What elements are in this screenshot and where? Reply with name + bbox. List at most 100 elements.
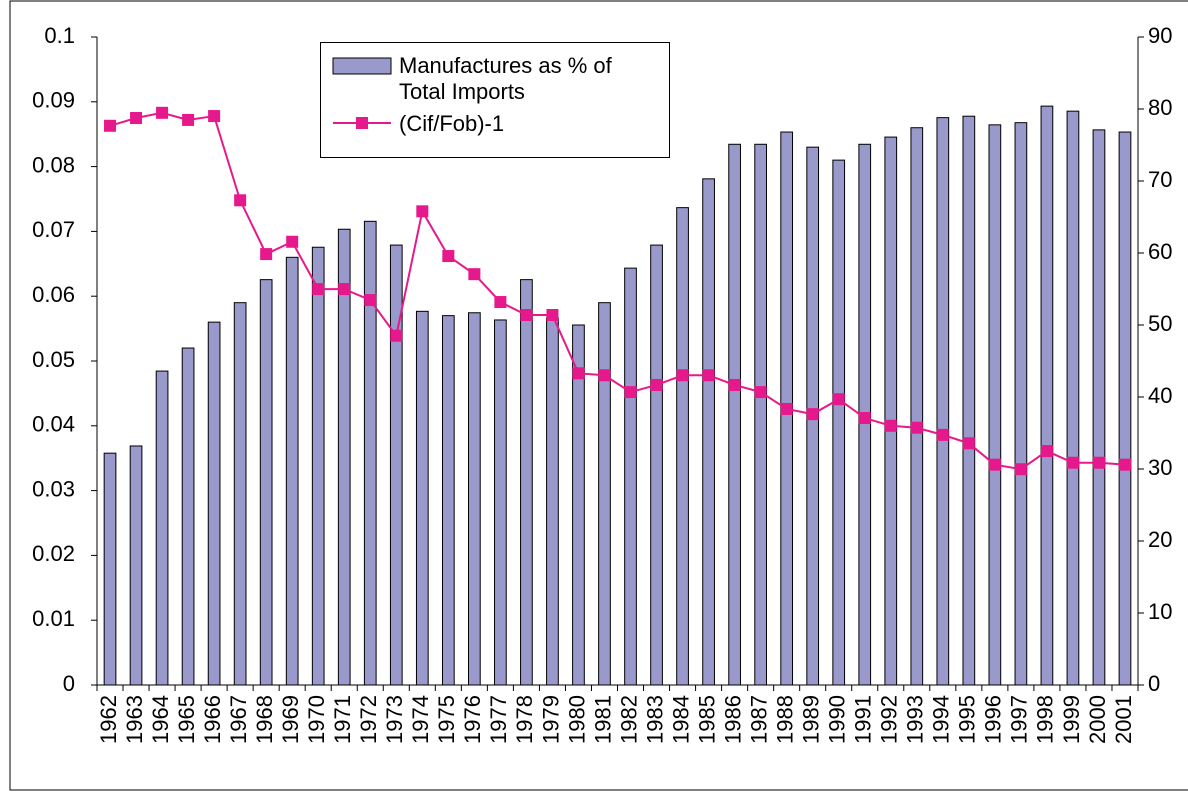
- bar: [598, 302, 611, 686]
- marker: [676, 369, 689, 382]
- bar: [363, 220, 377, 686]
- bar: [650, 244, 663, 686]
- marker: [286, 235, 299, 248]
- marker: [260, 248, 273, 261]
- x-tick-label: 1988: [772, 695, 797, 744]
- bar: [233, 302, 247, 686]
- y-tick-label: 0.08: [32, 152, 75, 177]
- x-tick-label: 2000: [1085, 695, 1110, 744]
- bar: [1014, 122, 1028, 686]
- marker: [104, 119, 117, 132]
- x-tick-label: 1979: [538, 695, 563, 744]
- marker: [234, 194, 247, 207]
- x-tick-label: 1997: [1007, 695, 1032, 744]
- x-tick-label: 1977: [486, 695, 511, 744]
- marker: [936, 428, 949, 441]
- bar: [520, 279, 533, 686]
- x-tick-label: 1999: [1059, 695, 1084, 744]
- marker: [962, 437, 975, 450]
- y2-tick-label: 70: [1148, 167, 1172, 192]
- marker: [1066, 456, 1079, 469]
- marker: [312, 283, 325, 296]
- bar: [624, 267, 637, 686]
- x-tick-label: 2001: [1111, 695, 1136, 744]
- y2-tick-label: 10: [1148, 599, 1172, 624]
- bar: [1118, 131, 1132, 686]
- bar: [207, 321, 221, 686]
- bar: [546, 317, 559, 686]
- bar: [103, 452, 117, 686]
- y2-tick-label: 0: [1148, 671, 1160, 696]
- x-tick-label: 1992: [877, 695, 902, 744]
- x-tick-label: 1998: [1033, 695, 1058, 744]
- marker: [364, 294, 377, 307]
- bar: [181, 347, 195, 686]
- y2-tick-label: 30: [1148, 455, 1172, 480]
- marker: [416, 205, 429, 218]
- legend-item: Manufactures as % of Total Imports: [331, 53, 659, 105]
- y-tick-label: 0.04: [32, 412, 75, 437]
- bar: [962, 115, 976, 686]
- marker: [1040, 445, 1053, 458]
- x-tick-label: 1985: [694, 695, 719, 744]
- marker: [130, 112, 143, 124]
- bar: [389, 244, 403, 686]
- bar: [754, 143, 767, 686]
- x-tick-label: 1973: [382, 695, 407, 744]
- marker: [624, 386, 637, 399]
- marker: [338, 283, 351, 296]
- x-tick-label: 1966: [200, 695, 225, 744]
- marker: [156, 106, 169, 119]
- marker: [1014, 463, 1027, 476]
- x-tick-label: 1987: [746, 695, 771, 744]
- bar: [728, 143, 741, 686]
- marker: [390, 329, 403, 342]
- x-tick-label: 1969: [278, 695, 303, 744]
- x-tick-label: 1967: [226, 695, 251, 744]
- y-tick-label: 0.1: [44, 23, 75, 48]
- x-tick-label: 1971: [330, 695, 355, 744]
- legend-swatch: [332, 57, 392, 75]
- y-tick-label: 0.07: [32, 217, 75, 242]
- y2-tick-label: 20: [1148, 527, 1172, 552]
- bar: [1092, 129, 1106, 686]
- legend: Manufactures as % of Total Imports (Cif/…: [320, 42, 670, 158]
- y-tick-label: 0.05: [32, 347, 75, 372]
- bar: [494, 319, 507, 686]
- marker: [520, 308, 533, 321]
- y2-tick-label: 50: [1148, 311, 1172, 336]
- bar: [988, 124, 1002, 686]
- y2-tick-label: 90: [1148, 23, 1172, 48]
- y-tick-label: 0.03: [32, 476, 75, 501]
- bar: [702, 178, 715, 686]
- marker: [780, 402, 793, 415]
- chart-frame: [9, 0, 1188, 791]
- x-tick-label: 1964: [148, 695, 173, 744]
- bar: [415, 310, 429, 686]
- marker: [1092, 456, 1105, 469]
- bar: [1066, 110, 1080, 686]
- marker: [832, 393, 845, 406]
- x-tick-label: 1990: [825, 695, 850, 744]
- x-tick-label: 1972: [356, 695, 381, 744]
- marker: [546, 308, 559, 321]
- bar: [884, 136, 898, 686]
- bar: [155, 370, 169, 686]
- x-tick-label: 1970: [304, 695, 329, 744]
- marker: [858, 412, 871, 425]
- bar: [1040, 105, 1054, 686]
- x-tick-label: 1983: [642, 695, 667, 744]
- bar: [572, 324, 585, 686]
- bar: [129, 445, 143, 686]
- x-tick-label: 1981: [590, 695, 615, 744]
- bar: [936, 117, 950, 686]
- x-tick-label: 1982: [616, 695, 641, 744]
- y-tick-label: 0.01: [32, 606, 75, 631]
- y-tick-label: 0: [63, 671, 75, 696]
- x-tick-label: 1978: [512, 695, 537, 744]
- y-tick-label: 0.09: [32, 88, 75, 113]
- marker: [910, 421, 923, 434]
- x-tick-label: 1975: [434, 695, 459, 744]
- marker: [650, 378, 663, 391]
